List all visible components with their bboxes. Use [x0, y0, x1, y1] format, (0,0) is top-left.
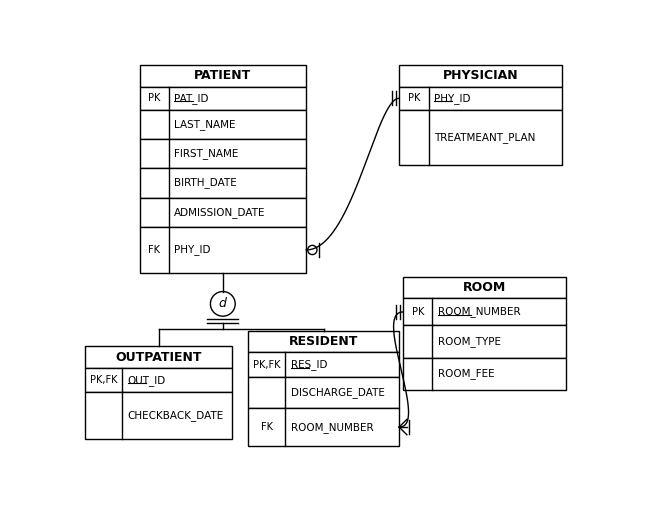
Text: ROOM_NUMBER: ROOM_NUMBER	[290, 422, 373, 432]
Bar	[139, 198, 306, 227]
Bar	[399, 110, 562, 165]
Text: RES_ID: RES_ID	[290, 359, 327, 370]
Text: PHY_ID: PHY_ID	[174, 245, 211, 256]
Text: FIRST_NAME: FIRST_NAME	[174, 148, 239, 159]
Bar	[85, 368, 232, 392]
Bar	[248, 377, 399, 408]
Bar	[139, 168, 306, 198]
Bar	[403, 298, 566, 326]
Bar	[403, 326, 566, 358]
Bar	[139, 110, 306, 139]
Bar	[403, 277, 566, 298]
Bar	[139, 65, 306, 87]
Text: RESIDENT: RESIDENT	[289, 335, 358, 348]
Text: FK: FK	[148, 245, 160, 255]
Bar	[248, 353, 399, 377]
Text: PK: PK	[408, 94, 420, 103]
Text: LAST_NAME: LAST_NAME	[174, 119, 236, 130]
Text: PK,FK: PK,FK	[90, 375, 118, 385]
Bar	[399, 87, 562, 110]
Text: PK: PK	[148, 94, 160, 103]
Bar	[248, 408, 399, 446]
Text: PHYSICIAN: PHYSICIAN	[443, 69, 518, 82]
Text: ADMISSION_DATE: ADMISSION_DATE	[174, 207, 266, 218]
Text: ROOM: ROOM	[463, 281, 506, 294]
Text: ROOM_FEE: ROOM_FEE	[438, 368, 495, 379]
Text: PATIENT: PATIENT	[194, 69, 251, 82]
Text: FK: FK	[260, 422, 273, 432]
Bar	[139, 227, 306, 273]
Text: ROOM_TYPE: ROOM_TYPE	[438, 336, 501, 347]
Bar	[85, 346, 232, 368]
Text: TREATMEANT_PLAN: TREATMEANT_PLAN	[434, 132, 535, 143]
Text: OUT_ID: OUT_ID	[128, 375, 166, 386]
Text: CHECKBACK_DATE: CHECKBACK_DATE	[128, 410, 224, 421]
Bar	[248, 331, 399, 353]
Text: ROOM_NUMBER: ROOM_NUMBER	[438, 307, 521, 317]
Text: OUTPATIENT: OUTPATIENT	[116, 351, 202, 363]
Text: BIRTH_DATE: BIRTH_DATE	[174, 177, 237, 189]
Bar	[139, 87, 306, 110]
Text: PK,FK: PK,FK	[253, 360, 281, 369]
Bar	[139, 139, 306, 168]
Text: PK: PK	[411, 307, 424, 317]
Text: PAT_ID: PAT_ID	[174, 93, 209, 104]
Bar	[399, 65, 562, 87]
Bar	[85, 392, 232, 438]
Text: d: d	[219, 297, 227, 310]
Text: PHY_ID: PHY_ID	[434, 93, 471, 104]
Text: DISCHARGE_DATE: DISCHARGE_DATE	[290, 387, 385, 398]
Bar	[403, 358, 566, 390]
